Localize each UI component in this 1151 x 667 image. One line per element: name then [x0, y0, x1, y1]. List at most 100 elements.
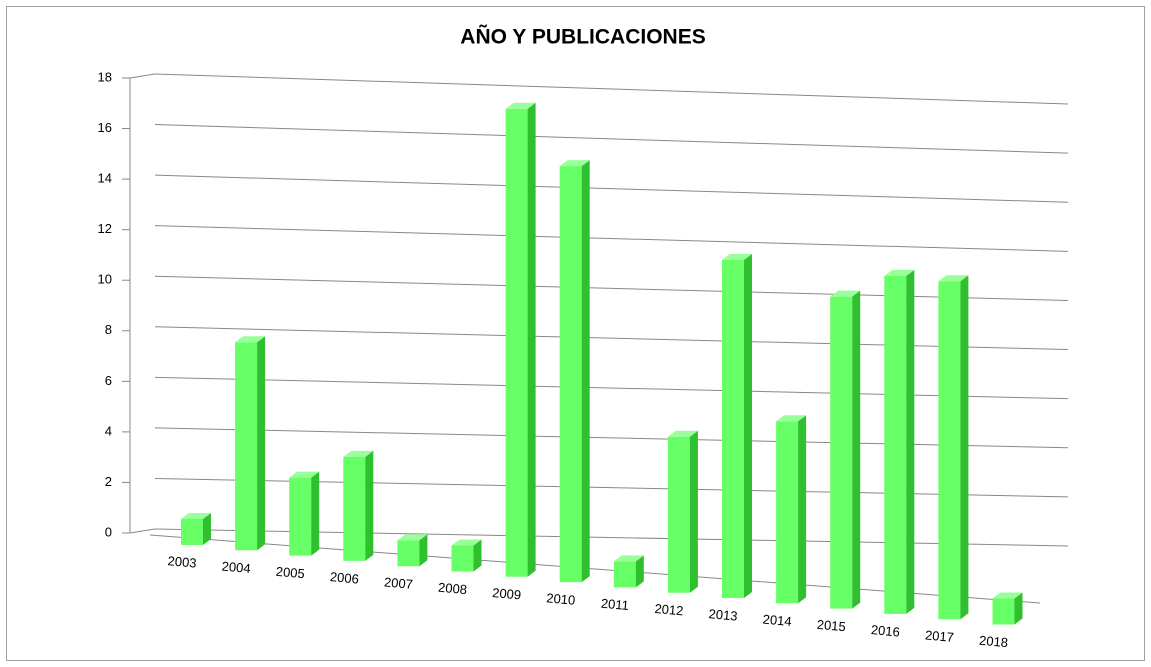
bar-front [830, 296, 853, 609]
bar-side [1014, 592, 1023, 625]
bar-side [203, 513, 211, 545]
bar-side [744, 254, 752, 598]
grid-line [154, 326, 1069, 351]
x-tick-label: 2004 [221, 559, 251, 576]
bar [776, 415, 807, 604]
x-tick-label: 2005 [275, 564, 305, 581]
bar-side [689, 430, 698, 593]
side-wall [129, 73, 156, 79]
bar-top [613, 555, 644, 562]
grid-line [154, 225, 1069, 252]
bar-side [960, 275, 969, 620]
bar-side [581, 160, 590, 583]
bar [181, 513, 211, 545]
bar-top [289, 471, 320, 478]
grid-line [154, 376, 1069, 400]
bar-side [419, 534, 428, 567]
bar [559, 160, 590, 583]
grid-line [154, 427, 1069, 449]
bar-front [343, 456, 366, 561]
bar [505, 102, 536, 577]
x-tick-label: 2003 [167, 553, 197, 570]
bar-top [938, 275, 969, 282]
grid-line [154, 275, 1069, 301]
bar-side [257, 336, 266, 551]
bar-side [635, 555, 644, 588]
bar-side [527, 102, 536, 577]
y-tick-label: 4 [105, 423, 112, 438]
bar-top [559, 160, 590, 167]
bar [722, 254, 752, 598]
bar-front [884, 275, 907, 614]
bar [667, 430, 698, 593]
grid-line [154, 174, 1069, 203]
y-tick-label: 6 [105, 373, 112, 388]
bar-front [667, 436, 690, 593]
y-tick-label: 16 [98, 120, 112, 135]
bar-top [722, 254, 752, 260]
y-tick-label: 18 [98, 69, 112, 84]
x-tick-label: 2007 [383, 574, 413, 591]
x-tick-label: 2008 [438, 580, 468, 597]
bar-top [884, 269, 915, 276]
bar-top [992, 592, 1023, 599]
bar-top [830, 290, 861, 297]
bar-front [505, 108, 528, 577]
x-tick-label: 2010 [546, 590, 576, 607]
bar-front [397, 540, 420, 567]
grid-line [154, 73, 1069, 105]
bar-front [776, 421, 799, 604]
bar-side [365, 450, 374, 561]
grid-line [154, 124, 1069, 154]
bar-top [181, 513, 211, 519]
bar [397, 534, 428, 567]
bar-side [906, 269, 915, 614]
side-wall [129, 528, 156, 534]
bar [938, 275, 969, 620]
bar-front [235, 342, 258, 551]
bar [830, 290, 861, 609]
x-tick-label: 2012 [654, 601, 684, 618]
chart-title: AÑO Y PUBLICACIONES [460, 26, 705, 49]
bar-top [343, 450, 374, 457]
bar-front [289, 477, 312, 556]
y-tick-label: 2 [105, 474, 112, 489]
x-tick-label: 2014 [762, 612, 792, 629]
bar-top [505, 102, 536, 109]
x-tick-label: 2009 [492, 585, 522, 602]
bar [235, 336, 266, 551]
bar-top [451, 539, 482, 546]
bar [992, 592, 1023, 625]
y-tick-label: 14 [98, 171, 112, 186]
bar-front [938, 281, 961, 620]
bar [451, 539, 482, 572]
x-tick-label: 2017 [924, 627, 954, 644]
bar-front [559, 166, 582, 583]
bar-top [235, 336, 266, 343]
bar-top [776, 415, 807, 422]
x-tick-label: 2006 [329, 569, 359, 586]
x-tick-label: 2018 [979, 633, 1009, 650]
y-tick-label: 8 [105, 322, 112, 337]
bar-front [181, 519, 203, 545]
bar-front [992, 598, 1015, 625]
bar-side [473, 539, 482, 572]
x-tick-label: 2013 [708, 606, 738, 623]
y-tick-label: 0 [105, 524, 112, 539]
bar-front [613, 561, 636, 588]
y-tick-label: 12 [98, 221, 112, 236]
x-tick-label: 2011 [600, 596, 629, 613]
bar [613, 555, 644, 588]
bar-front [451, 545, 474, 572]
bar-side [311, 471, 320, 556]
bar-front [722, 260, 744, 598]
x-tick-label: 2016 [870, 622, 900, 639]
bar-top [667, 430, 698, 437]
x-tick-label: 2015 [816, 617, 846, 634]
y-tick-label: 10 [98, 272, 112, 287]
bar [343, 450, 374, 561]
bar [289, 471, 320, 556]
bar-side [852, 290, 861, 609]
bar-top [397, 534, 428, 541]
